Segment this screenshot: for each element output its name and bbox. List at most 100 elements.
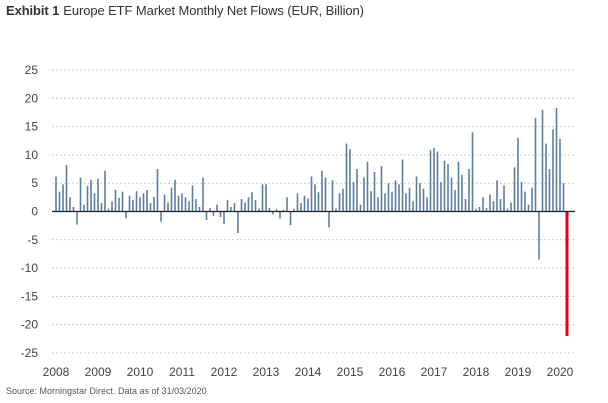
bar: [447, 163, 449, 212]
grid-lines: [52, 69, 575, 354]
bar: [191, 185, 194, 212]
bar: [177, 195, 180, 212]
bar: [195, 199, 197, 212]
bar: [387, 183, 390, 212]
bar: [510, 202, 512, 212]
bar: [174, 179, 176, 212]
bar: [230, 206, 232, 212]
bar: [485, 208, 488, 212]
bar: [426, 197, 428, 212]
bar: [394, 180, 397, 212]
bar: [468, 169, 470, 212]
bar: [163, 194, 166, 212]
bar: [146, 189, 148, 212]
bar: [303, 195, 306, 212]
y-tick-label: 0: [31, 205, 38, 219]
y-axis-tick-labels: 25 20 15 10 5 0 -5 -10 -15 -20 -25: [21, 63, 39, 360]
bar: [62, 184, 64, 212]
x-tick-label: 2008: [43, 365, 70, 379]
bar: [405, 193, 407, 212]
bar: [261, 184, 264, 212]
chart-title-text: Europe ETF Market Monthly Net Flows (EUR…: [63, 3, 364, 18]
bar: [482, 197, 484, 212]
bar: [202, 177, 204, 212]
bar: [412, 201, 414, 212]
bar: [160, 211, 162, 222]
bar: [153, 196, 155, 212]
bar: [555, 107, 558, 212]
x-tick-label: 2013: [253, 365, 280, 379]
bar: [335, 208, 337, 212]
bar: [517, 137, 519, 212]
x-tick-label: 2019: [505, 365, 532, 379]
bar-highlight: [565, 211, 569, 337]
chart-title: Exhibit 1 Europe ETF Market Monthly Net F…: [6, 3, 364, 18]
bar: [454, 189, 456, 212]
bar: [384, 193, 386, 212]
bar: [524, 191, 526, 212]
bar: [226, 200, 229, 212]
bar: [132, 200, 134, 212]
x-tick-label: 2012: [211, 365, 238, 379]
bar: [265, 184, 267, 212]
bar: [391, 191, 393, 212]
bar: [240, 199, 243, 212]
bar: [282, 209, 285, 212]
bar: [534, 118, 537, 212]
bar: [289, 211, 292, 226]
bar: [349, 149, 351, 212]
bar: [275, 209, 278, 212]
bar: [314, 184, 316, 212]
bar: [496, 180, 498, 212]
source-note: Source: Morningstar Direct. Data as of 3…: [6, 386, 207, 396]
bar: [345, 143, 348, 212]
bar: [401, 159, 404, 212]
bar: [223, 211, 225, 224]
bar: [181, 193, 183, 212]
bar: [366, 161, 369, 212]
bar: [317, 192, 320, 212]
bar: [107, 208, 110, 212]
bar: [471, 132, 474, 212]
exhibit-label: Exhibit 1: [6, 3, 60, 18]
bar: [527, 204, 530, 212]
bar: [422, 188, 425, 212]
bar: [464, 199, 467, 212]
bar: [251, 192, 253, 212]
bar: [478, 206, 481, 212]
bar: [111, 201, 113, 212]
bar: [114, 189, 117, 212]
bar: [149, 203, 152, 212]
bar: [475, 208, 477, 212]
bar: [135, 191, 138, 212]
bar: [219, 211, 222, 218]
x-tick-label: 2011: [169, 365, 195, 379]
bar: [76, 211, 78, 225]
bar: [198, 206, 201, 212]
bar: [65, 165, 68, 212]
bar: [233, 203, 236, 212]
x-tick-label: 2020: [547, 365, 574, 379]
bar: [55, 176, 57, 212]
bar: [142, 193, 145, 212]
bar: [352, 182, 355, 212]
x-tick-label: 2009: [85, 365, 112, 379]
bar: [541, 109, 544, 212]
bar: [513, 167, 516, 212]
bar: [538, 211, 540, 260]
bar: [559, 139, 561, 212]
bar: [440, 182, 442, 212]
y-tick-label: 5: [31, 176, 38, 190]
bar: [506, 208, 509, 212]
bar: [58, 191, 61, 212]
x-tick-label: 2016: [379, 365, 406, 379]
y-tick-label: -15: [21, 289, 39, 303]
bars: [55, 107, 569, 337]
bar: [254, 200, 257, 212]
bar: [503, 185, 505, 212]
bar: [296, 193, 299, 212]
x-axis-tick-labels: 2008 2009 2010 2011 2012 2013 2014 2015 2016 2017…: [43, 365, 574, 379]
bar: [489, 194, 491, 212]
x-tick-label: 2010: [127, 365, 154, 379]
bar: [433, 148, 435, 212]
